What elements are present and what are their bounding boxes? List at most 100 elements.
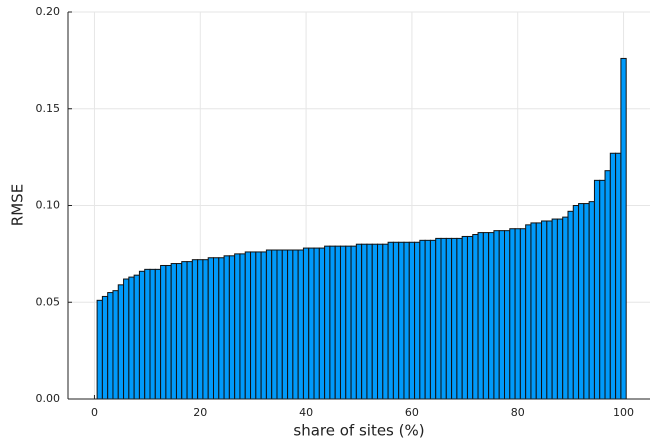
bar: [472, 234, 479, 400]
bar: [128, 276, 135, 400]
bar: [498, 230, 505, 400]
bar: [175, 263, 183, 400]
bar: [112, 290, 119, 400]
bar: [191, 259, 199, 400]
bar: [202, 259, 209, 400]
y-tick-label: 0.10: [36, 199, 61, 212]
bar: [414, 241, 421, 400]
bar: [181, 261, 188, 400]
bar: [382, 243, 389, 400]
bar: [477, 232, 484, 400]
bar: [387, 241, 394, 400]
bar: [355, 243, 363, 400]
bar: [107, 292, 114, 400]
bar: [287, 249, 294, 400]
bar: [101, 295, 109, 400]
bar: [271, 249, 278, 400]
bar: [292, 249, 299, 400]
bar: [493, 230, 500, 400]
x-axis-label: share of sites (%): [293, 422, 424, 440]
bar: [440, 237, 447, 400]
bar: [620, 57, 627, 400]
bar: [593, 179, 601, 400]
bar: [366, 243, 373, 400]
bar: [445, 237, 453, 400]
bar: [429, 239, 437, 400]
bar: [144, 268, 151, 400]
bar: [138, 270, 146, 400]
bar: [308, 247, 315, 400]
bar: [281, 249, 289, 400]
bar: [213, 257, 220, 400]
y-axis-label: RMSE: [9, 184, 27, 226]
bar: [228, 255, 236, 400]
bar: [313, 247, 320, 400]
bar: [588, 201, 595, 400]
x-tick-label: 60: [405, 406, 419, 419]
bar: [297, 249, 304, 400]
bar: [504, 230, 511, 400]
bar: [260, 251, 267, 400]
bar: [329, 245, 336, 400]
bar: [572, 205, 580, 400]
bar: [403, 241, 410, 400]
bar: [392, 241, 400, 400]
bar: [223, 255, 230, 400]
bar: [435, 237, 442, 400]
y-tick-label: 0.05: [36, 295, 61, 308]
bar: [535, 222, 543, 400]
bar: [541, 220, 548, 400]
bar: [186, 261, 193, 400]
bar: [551, 218, 558, 400]
bar: [350, 245, 357, 400]
bar: [339, 245, 347, 400]
x-tick-label: 0: [91, 406, 98, 419]
bar: [451, 237, 458, 400]
bar: [250, 251, 257, 400]
x-tick-label: 100: [613, 406, 634, 419]
bar: [265, 249, 273, 400]
bar: [324, 245, 331, 400]
bar: [345, 245, 352, 400]
bar: [546, 220, 553, 400]
bar: [461, 235, 468, 400]
bar: [424, 239, 431, 400]
bar: [482, 232, 490, 400]
bar: [154, 268, 162, 400]
bar: [599, 179, 606, 400]
bar: [525, 224, 532, 400]
bar: [133, 274, 140, 400]
bar: [334, 245, 341, 400]
y-tick-label: 0.00: [36, 392, 61, 405]
bar: [96, 299, 103, 400]
x-tick-label: 20: [193, 406, 207, 419]
bar: [556, 218, 564, 400]
y-tick-label: 0.15: [36, 102, 61, 115]
bar: [578, 203, 585, 400]
bar: [609, 152, 617, 400]
bar: [562, 216, 569, 400]
bar: [160, 264, 167, 400]
bar: [419, 239, 426, 400]
x-tick-label: 40: [299, 406, 313, 419]
bar: [371, 243, 379, 400]
bar: [361, 243, 368, 400]
bar: [377, 243, 384, 400]
bar: [583, 203, 590, 400]
bar: [239, 253, 246, 400]
bar: [244, 251, 252, 400]
bar: [234, 253, 241, 400]
bar: [456, 237, 463, 400]
y-tick-label: 0.20: [36, 5, 61, 18]
bar: [276, 249, 283, 400]
bar: [488, 232, 495, 400]
bar: [567, 210, 574, 400]
bar: [514, 228, 521, 400]
x-tick-label: 80: [511, 406, 525, 419]
bar: [207, 257, 214, 400]
bar: [165, 264, 172, 400]
bar: [398, 241, 405, 400]
bar: [604, 170, 611, 400]
bar: [149, 268, 156, 400]
